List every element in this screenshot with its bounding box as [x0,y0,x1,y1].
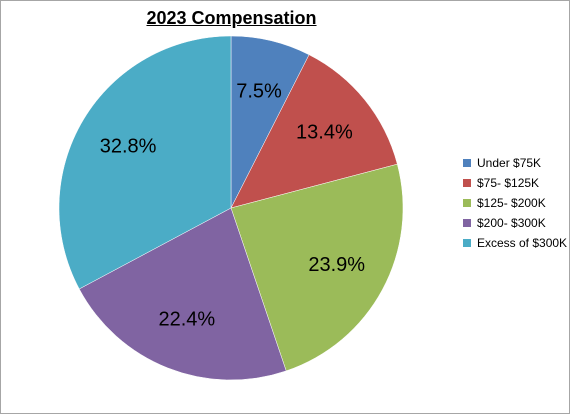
legend-label: Under $75K [477,156,542,170]
legend-swatch [463,219,471,227]
data-label-0: 7.5% [236,80,282,102]
pie-slice-4 [58,35,232,290]
legend-label: $200- $300K [477,216,546,230]
data-label-1: 13.4% [296,122,353,144]
chart-title: 2023 Compensation [146,8,317,28]
legend-item: $125- $200K [463,193,567,213]
legend-swatch [463,199,471,207]
data-label-4: 32.8% [100,135,157,157]
legend-item: $200- $300K [463,213,567,233]
legend-swatch [463,159,471,167]
legend-swatch [463,239,471,247]
legend-item: Excess of $300K [463,233,567,253]
data-label-2: 23.9% [308,254,365,276]
chart-legend: Under $75K $75- $125K $125- $200K $200- $30… [463,153,567,253]
pie-slice-2 [230,163,404,372]
legend-item: $75- $125K [463,173,567,193]
legend-label: Excess of $300K [477,236,568,250]
pie-slice-3 [78,207,287,381]
legend-label: $75- $125K [477,176,540,190]
legend-swatch [463,179,471,187]
pie-slice-1 [230,54,398,209]
data-label-3: 22.4% [158,309,215,331]
legend-item: Under $75K [463,153,567,173]
legend-label: $125- $200K [477,196,546,210]
